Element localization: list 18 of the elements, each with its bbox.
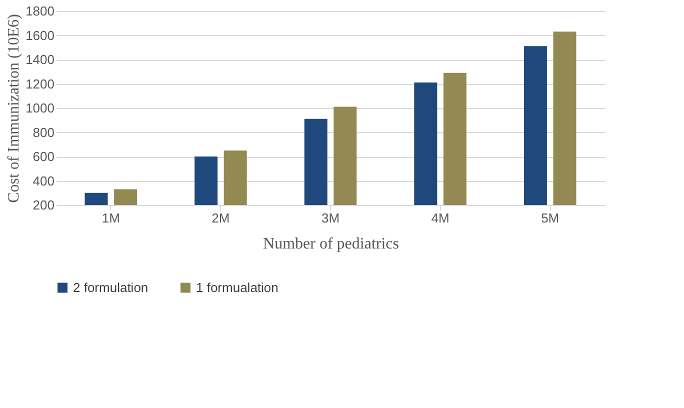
x-tick-label: 1M	[102, 210, 120, 226]
x-tick-label: 5M	[541, 210, 560, 226]
y-tick-label: 1200	[26, 76, 54, 92]
y-tick-label: 1600	[26, 28, 54, 43]
y-tick-label: 800	[32, 124, 54, 140]
y-tick-label: 200	[32, 198, 54, 212]
legend-label: 2 formulation	[73, 280, 148, 295]
x-tick-label: 3M	[321, 210, 340, 226]
legend-label: 1 formualation	[196, 280, 278, 295]
y-tick-label: 1800	[26, 4, 54, 18]
x-tick-label: 2M	[212, 210, 230, 226]
y-axis-title: Cost of Immunization (10E6)	[6, 14, 23, 203]
y-tick-label: 600	[32, 149, 54, 164]
y-tick-label: 400	[32, 173, 54, 188]
y-tick-label: 1000	[26, 100, 54, 116]
x-tick-label: 4M	[431, 210, 450, 226]
x-axis-title: Number of pediatrics	[263, 236, 399, 252]
y-tick-label: 1400	[26, 52, 54, 67]
